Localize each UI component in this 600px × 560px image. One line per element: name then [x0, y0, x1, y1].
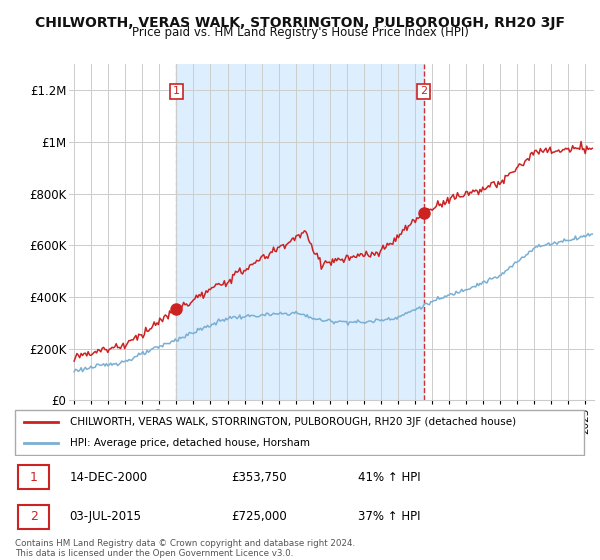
Text: 1: 1 — [173, 86, 180, 96]
Text: CHILWORTH, VERAS WALK, STORRINGTON, PULBOROUGH, RH20 3JF: CHILWORTH, VERAS WALK, STORRINGTON, PULB… — [35, 16, 565, 30]
Text: 2: 2 — [420, 86, 427, 96]
Text: 1: 1 — [29, 471, 38, 484]
Text: £725,000: £725,000 — [231, 510, 287, 523]
FancyBboxPatch shape — [15, 410, 584, 455]
Text: 14-DEC-2000: 14-DEC-2000 — [70, 471, 148, 484]
Text: 37% ↑ HPI: 37% ↑ HPI — [358, 510, 420, 523]
Text: CHILWORTH, VERAS WALK, STORRINGTON, PULBOROUGH, RH20 3JF (detached house): CHILWORTH, VERAS WALK, STORRINGTON, PULB… — [70, 417, 516, 427]
Text: Contains HM Land Registry data © Crown copyright and database right 2024.
This d: Contains HM Land Registry data © Crown c… — [15, 539, 355, 558]
FancyBboxPatch shape — [18, 505, 49, 529]
FancyBboxPatch shape — [18, 465, 49, 489]
Text: 03-JUL-2015: 03-JUL-2015 — [70, 510, 142, 523]
Bar — [176, 64, 424, 400]
Text: Price paid vs. HM Land Registry's House Price Index (HPI): Price paid vs. HM Land Registry's House … — [131, 26, 469, 39]
Text: 2: 2 — [29, 510, 38, 523]
Text: £353,750: £353,750 — [231, 471, 287, 484]
Text: HPI: Average price, detached house, Horsham: HPI: Average price, detached house, Hors… — [70, 438, 310, 448]
Text: 41% ↑ HPI: 41% ↑ HPI — [358, 471, 420, 484]
